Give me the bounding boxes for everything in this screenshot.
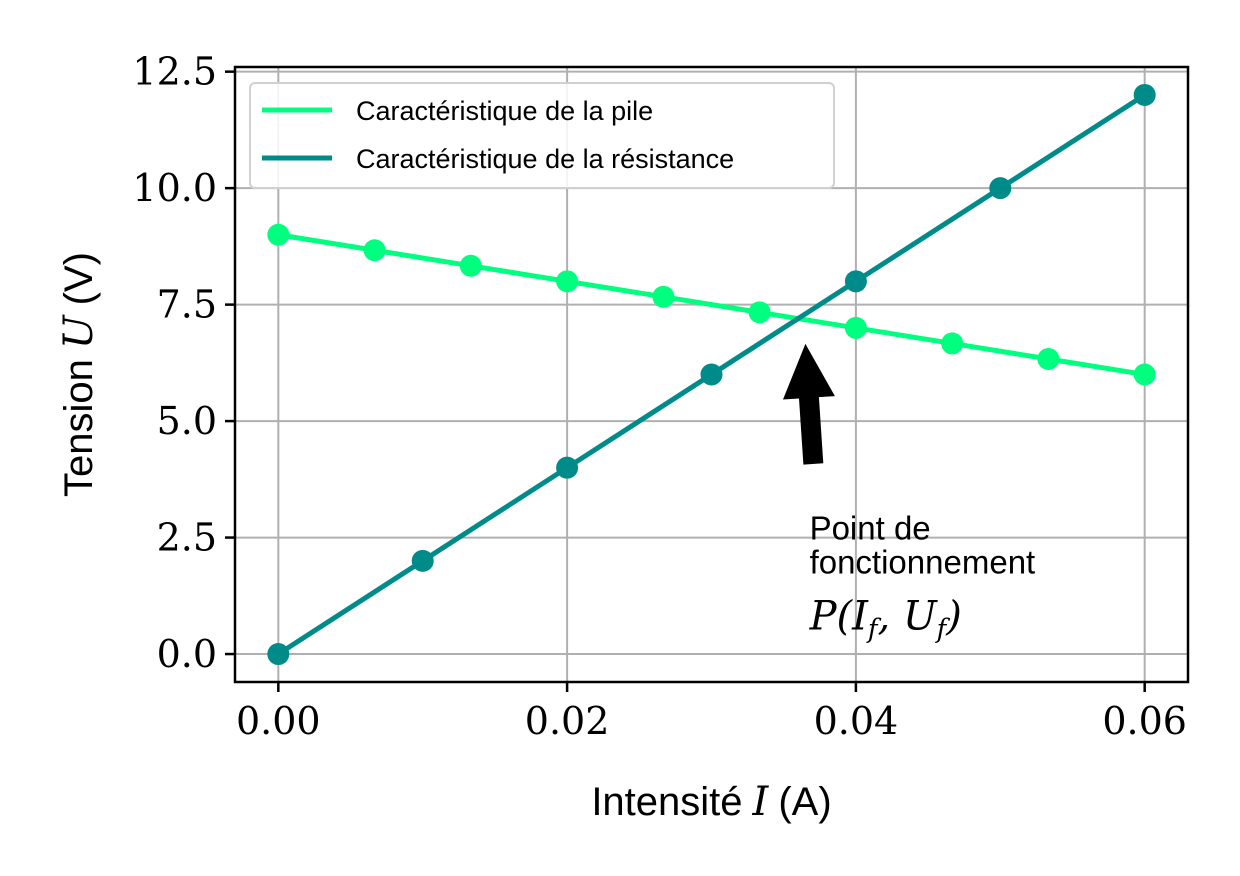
- data-point-resistance: [1133, 83, 1156, 106]
- data-point-pile: [844, 316, 867, 339]
- data-point-pile: [748, 301, 771, 324]
- plot-frame: [233, 65, 1190, 684]
- data-point-resistance: [700, 363, 723, 386]
- x-tick-label: 0.00: [236, 699, 321, 743]
- data-point-resistance: [411, 549, 434, 572]
- y-tick-label: 12.5: [132, 50, 217, 94]
- y-tick-label: 10.0: [132, 166, 217, 210]
- operating-point-annotation: Point de fonctionnement P(If, Uf): [783, 343, 1036, 645]
- annotation-math: P(If, Uf): [809, 594, 962, 645]
- series-layer: [267, 83, 1156, 666]
- data-point-pile: [652, 285, 675, 308]
- x-tick-label: 0.02: [525, 699, 610, 743]
- legend: Caractéristique de la pile Caractéristiq…: [249, 82, 835, 189]
- legend-box: [249, 82, 835, 189]
- series-line-pile: [277, 232, 1146, 377]
- y-axis-label: TensionU(V): [56, 252, 102, 497]
- x-tick-label: 0.06: [1102, 699, 1187, 743]
- y-tick-label: 0.0: [157, 632, 217, 676]
- y-tick-label: 7.5: [157, 283, 217, 327]
- legend-label-resistance: Caractéristique de la résistance: [356, 144, 734, 174]
- data-point-resistance: [267, 643, 290, 666]
- data-point-pile: [1037, 347, 1060, 370]
- data-point-resistance: [844, 270, 867, 293]
- data-point-resistance: [989, 177, 1012, 200]
- data-point-pile: [267, 223, 290, 246]
- annotation-arrow: [783, 343, 835, 465]
- axis-ticks: 0.00 0.02 0.04 0.06 0.0 2.5 5.0 7.5 10.0 12.5: [132, 50, 1187, 743]
- legend-label-pile: Caractéristique de la pile: [356, 96, 653, 126]
- data-point-pile: [941, 332, 964, 355]
- data-point-pile: [363, 239, 386, 262]
- annotation-text-line2: fonctionnement: [810, 544, 1036, 581]
- annotation-text-line1: Point de: [810, 510, 931, 547]
- x-axis-label: Intensité I (A): [591, 779, 831, 825]
- data-point-resistance: [556, 456, 579, 479]
- data-point-pile: [1133, 363, 1156, 386]
- x-tick-label: 0.04: [814, 699, 899, 743]
- data-point-pile: [556, 270, 579, 293]
- y-tick-label: 2.5: [157, 516, 217, 560]
- y-tick-label: 5.0: [157, 399, 217, 443]
- data-point-pile: [459, 254, 482, 277]
